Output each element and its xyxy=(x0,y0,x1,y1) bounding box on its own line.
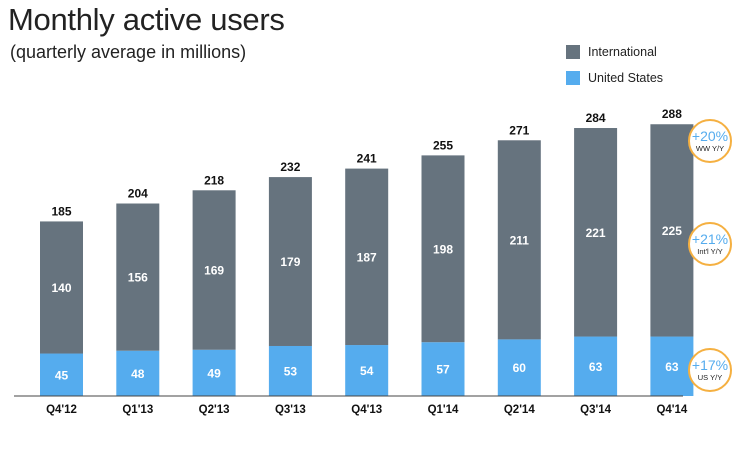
legend-label-international: International xyxy=(588,45,657,59)
label-us-3: 53 xyxy=(284,364,298,378)
bar-us-8 xyxy=(650,336,694,396)
chart-subtitle: (quarterly average in millions) xyxy=(10,42,247,62)
badge-intl-label: Int'l Y/Y xyxy=(697,247,723,256)
legend-swatch-international xyxy=(566,45,580,59)
label-total-6: 271 xyxy=(509,123,529,137)
badge-ww-label: WW Y/Y xyxy=(695,144,725,153)
label-total-0: 185 xyxy=(51,204,71,218)
bar-us-4 xyxy=(345,345,389,396)
label-intl-2: 169 xyxy=(204,264,224,278)
bar-intl-5 xyxy=(421,155,465,343)
x-tick-4: Q4'13 xyxy=(351,404,382,416)
legend: International United States xyxy=(566,44,663,96)
bar-intl-8 xyxy=(650,124,694,337)
label-intl-1: 156 xyxy=(128,271,148,285)
label-intl-3: 179 xyxy=(280,255,300,269)
label-intl-8: 225 xyxy=(662,224,682,238)
legend-label-united-states: United States xyxy=(588,71,664,85)
legend-swatch-united-states xyxy=(566,71,580,85)
x-tick-1: Q1'13 xyxy=(122,404,153,416)
badge-us-pct: +17% xyxy=(691,357,729,373)
label-intl-4: 187 xyxy=(357,250,377,264)
label-us-0: 45 xyxy=(55,368,69,382)
bar-intl-3 xyxy=(268,177,312,346)
label-intl-7: 221 xyxy=(586,226,606,240)
label-us-6: 60 xyxy=(513,361,527,375)
badge-intl-yoy: +21% Int'l Y/Y xyxy=(688,222,732,266)
bar-intl-1 xyxy=(116,203,160,351)
bar-us-1 xyxy=(116,350,160,396)
x-tick-5: Q1'14 xyxy=(428,404,459,416)
bar-intl-6 xyxy=(497,140,541,340)
label-us-5: 57 xyxy=(436,363,450,377)
label-total-5: 255 xyxy=(433,138,453,152)
label-us-7: 63 xyxy=(589,360,603,374)
badge-intl-pct: +21% xyxy=(691,231,729,247)
bar-us-0 xyxy=(40,353,83,396)
badge-us-label: US Y/Y xyxy=(697,373,723,382)
label-intl-6: 211 xyxy=(510,233,530,247)
badge-ww-yoy: +20% WW Y/Y xyxy=(688,119,732,163)
legend-item-united-states: United States xyxy=(566,70,663,86)
label-us-2: 49 xyxy=(207,366,221,380)
label-total-4: 241 xyxy=(357,152,377,166)
bar-intl-2 xyxy=(192,190,236,350)
legend-item-international: International xyxy=(566,44,663,60)
bar-us-7 xyxy=(574,336,618,396)
bar-us-6 xyxy=(497,339,541,396)
label-total-8: 288 xyxy=(662,107,682,121)
bar-us-3 xyxy=(268,345,312,396)
x-tick-8: Q4'14 xyxy=(656,404,687,416)
chart-title: Monthly active users xyxy=(8,2,285,37)
bar-us-2 xyxy=(192,349,236,396)
x-tick-6: Q2'14 xyxy=(504,404,535,416)
label-total-2: 218 xyxy=(204,173,224,187)
label-total-1: 204 xyxy=(128,187,148,201)
x-tick-3: Q3'13 xyxy=(275,404,306,416)
label-total-3: 232 xyxy=(280,160,300,174)
label-us-1: 48 xyxy=(131,367,145,381)
x-tick-2: Q2'13 xyxy=(199,404,230,416)
x-tick-0: Q4'12 xyxy=(46,404,77,416)
bar-us-5 xyxy=(421,342,465,396)
label-us-4: 54 xyxy=(360,364,374,378)
bar-intl-7 xyxy=(574,128,618,337)
badge-us-yoy: +17% US Y/Y xyxy=(688,348,732,392)
label-total-7: 284 xyxy=(586,111,606,125)
bar-intl-4 xyxy=(345,168,389,346)
bar-intl-0 xyxy=(40,221,83,354)
label-intl-0: 140 xyxy=(51,281,71,295)
badge-ww-pct: +20% xyxy=(691,128,729,144)
label-us-8: 63 xyxy=(665,360,679,374)
label-intl-5: 198 xyxy=(433,242,453,256)
x-tick-7: Q3'14 xyxy=(580,404,611,416)
